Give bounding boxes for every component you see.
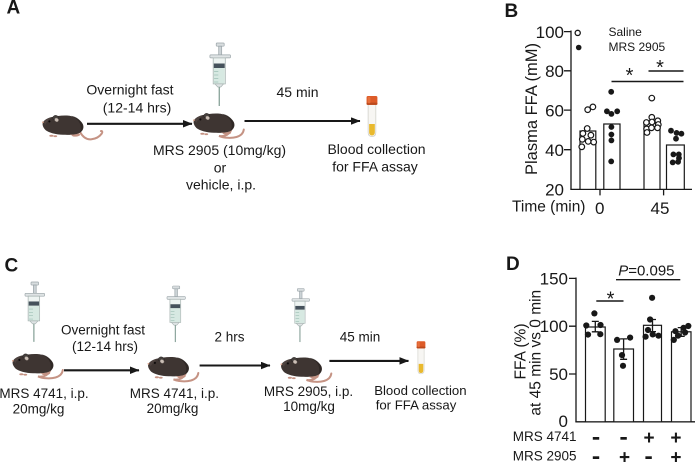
- svg-text:40: 40: [545, 141, 564, 160]
- svg-text:+: +: [670, 428, 681, 449]
- svg-text:100: 100: [540, 317, 568, 336]
- svg-text:Blood collection: Blood collection: [374, 383, 466, 398]
- svg-text:10mg/kg: 10mg/kg: [283, 399, 335, 414]
- svg-text:MRS 2905: MRS 2905: [609, 40, 666, 54]
- svg-text:0: 0: [559, 412, 568, 431]
- svg-text:150: 150: [540, 269, 568, 288]
- svg-text:20mg/kg: 20mg/kg: [147, 401, 199, 416]
- svg-text:20: 20: [545, 181, 564, 200]
- svg-text:Plasma FFA (mM): Plasma FFA (mM): [523, 43, 541, 175]
- svg-text:*: *: [607, 289, 615, 311]
- svg-text:C: C: [5, 256, 19, 277]
- svg-text:A: A: [7, 0, 21, 19]
- svg-text:at 45 min vs 0 min: at 45 min vs 0 min: [528, 290, 545, 416]
- svg-text:D: D: [506, 254, 520, 275]
- svg-text:MRS 4741, i.p.: MRS 4741, i.p.: [0, 386, 89, 401]
- svg-text:B: B: [505, 1, 519, 22]
- svg-text:*: *: [626, 65, 634, 87]
- svg-text:MRS 2905 (10mg/kg): MRS 2905 (10mg/kg): [153, 142, 286, 158]
- svg-text:MRS 2905: MRS 2905: [513, 449, 577, 463]
- svg-text:FFA (%): FFA (%): [513, 324, 530, 380]
- svg-text:80: 80: [545, 62, 564, 81]
- svg-text:vehicle, i.p.: vehicle, i.p.: [186, 177, 256, 193]
- svg-text:P=0.095: P=0.095: [618, 263, 674, 280]
- svg-text:for FFA assay: for FFA assay: [332, 159, 418, 175]
- svg-text:+: +: [644, 428, 655, 449]
- svg-text:MRS 4741: MRS 4741: [513, 429, 577, 444]
- svg-text:20mg/kg: 20mg/kg: [13, 402, 65, 417]
- svg-text:*: *: [656, 57, 664, 79]
- svg-text:(12-14 hrs): (12-14 hrs): [103, 100, 171, 116]
- svg-text:Blood collection: Blood collection: [327, 141, 425, 157]
- svg-text:60: 60: [545, 102, 564, 121]
- svg-text:for FFA assay: for FFA assay: [376, 398, 457, 413]
- svg-text:Saline: Saline: [609, 25, 643, 39]
- svg-text:Overnight fast: Overnight fast: [61, 323, 145, 338]
- svg-text:+: +: [670, 448, 681, 463]
- svg-text:or: or: [214, 160, 227, 176]
- svg-text:45: 45: [651, 199, 670, 218]
- svg-text:100: 100: [536, 23, 564, 42]
- svg-text:MRS 4741, i.p.: MRS 4741, i.p.: [130, 386, 219, 401]
- svg-text:Overnight fast: Overnight fast: [86, 82, 173, 98]
- svg-text:MRS 2905, i.p.: MRS 2905, i.p.: [264, 384, 353, 399]
- svg-text:45 min: 45 min: [276, 84, 318, 100]
- svg-text:Time (min): Time (min): [512, 199, 585, 216]
- svg-text:45 min: 45 min: [340, 330, 381, 345]
- svg-text:0: 0: [595, 199, 604, 218]
- svg-text:+: +: [619, 448, 630, 463]
- svg-text:50: 50: [549, 365, 568, 384]
- svg-text:(12-14 hrs): (12-14 hrs): [72, 339, 138, 354]
- svg-text:2 hrs: 2 hrs: [214, 330, 244, 345]
